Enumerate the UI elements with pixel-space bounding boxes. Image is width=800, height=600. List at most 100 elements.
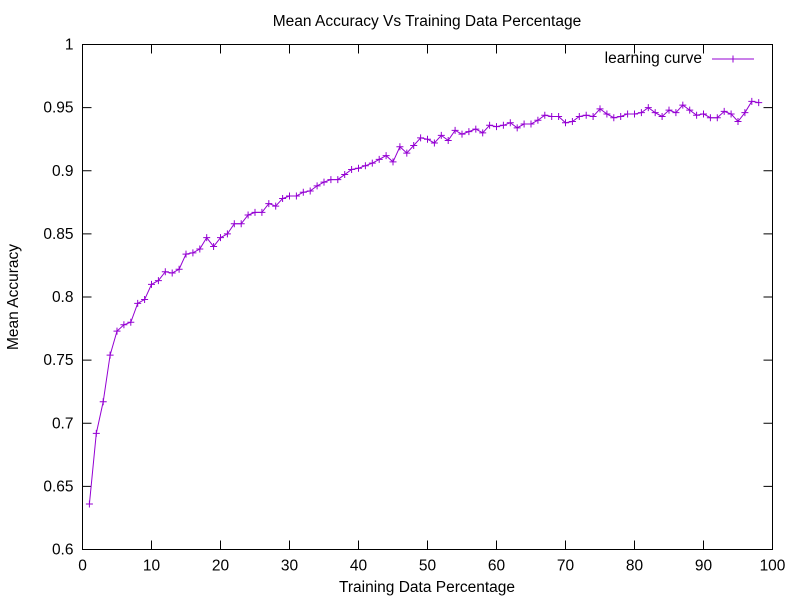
x-axis-label: Training Data Percentage [339,579,515,596]
chart-title: Mean Accuracy Vs Training Data Percentag… [273,13,581,30]
data-point-marker [286,192,293,200]
data-point-marker [493,123,500,131]
data-point-marker [292,192,300,200]
data-point-marker [92,429,100,437]
data-point-marker [644,104,652,112]
data-point-marker [603,110,611,118]
data-point-marker [161,268,169,276]
data-point-marker [375,155,383,163]
legend-marker-plus [729,55,737,63]
data-point-marker [168,269,176,277]
x-axis: 0 10 20 30 40 50 60 70 80 90 100 [78,44,786,575]
data-point-marker [720,107,728,115]
data-point-marker [589,112,597,120]
data-point-marker [437,131,445,139]
y-axis: 0.6 0.65 0.7 0.75 0.8 0.85 0.9 0.95 1 [43,37,773,559]
y-tick-label: 0.8 [52,289,74,306]
data-point-marker [506,119,514,127]
x-tick-label: 30 [281,558,299,575]
data-point-marker [499,121,507,129]
data-point-marker [182,250,190,258]
data-point-marker [734,118,742,126]
y-tick-label: 0.95 [43,100,73,117]
data-point-marker [341,171,349,179]
series-line [88,100,759,505]
data-point-marker [148,280,155,288]
data-point-marker [113,327,121,335]
data-point-marker [610,114,618,122]
y-tick-label: 0.6 [52,542,74,559]
data-point-marker [189,249,197,257]
x-tick-label: 80 [626,558,644,575]
data-point-marker [451,126,459,134]
series-learning-curve [85,97,763,508]
data-point-marker [141,296,149,304]
data-point-marker [748,97,756,105]
legend-marker [729,55,737,63]
data-point-marker [85,500,93,508]
data-point-marker [658,112,666,120]
data-point-marker [417,134,425,142]
data-point-marker [486,121,494,129]
data-point-marker [555,112,563,120]
x-tick-label: 10 [143,558,161,575]
data-point-marker [320,178,328,186]
data-point-marker [175,265,183,273]
y-tick-label: 0.9 [52,163,74,180]
data-point-marker [368,159,376,167]
x-tick-label: 40 [350,558,368,575]
data-point-marker [348,165,356,173]
data-point-marker [679,101,687,109]
x-tick-label: 20 [212,558,230,575]
data-point-marker [134,299,142,307]
data-point-marker [562,119,569,127]
x-tick-label: 70 [557,558,575,575]
data-point-marker [355,164,362,172]
data-point-marker [382,152,390,160]
legend-label: learning curve [605,50,702,67]
data-point-marker [334,176,342,184]
data-point-marker [403,149,411,157]
data-point-marker [424,135,431,143]
data-point-marker [527,120,535,128]
data-point-marker [299,188,307,196]
data-point-marker [631,110,638,118]
data-point-marker [258,208,266,216]
x-tick-label: 90 [695,558,713,575]
x-tick-label: 60 [488,558,506,575]
data-point-marker [665,106,673,114]
data-point-marker [520,120,528,128]
x-tick-label: 100 [760,558,786,575]
data-point-marker [196,245,204,253]
data-point-marker [755,99,763,107]
data-point-marker [465,128,473,136]
y-tick-label: 1 [65,37,74,54]
data-point-marker [582,111,590,119]
data-point-marker [99,398,107,406]
data-point-marker [534,116,542,124]
data-point-marker [389,158,397,166]
data-point-marker [230,220,238,228]
x-tick-label: 50 [419,558,437,575]
data-point-marker [541,111,549,119]
y-tick-label: 0.75 [43,352,73,369]
data-point-marker [272,202,280,210]
data-point-marker [693,111,701,119]
y-tick-label: 0.85 [43,226,73,243]
data-point-marker [686,106,694,114]
data-point-marker [327,176,335,184]
data-point-marker [458,130,466,138]
data-point-marker [651,109,659,117]
y-tick-label: 0.65 [43,478,73,495]
data-point-marker [713,114,721,122]
data-point-marker [575,112,583,120]
data-point-marker [210,243,218,250]
data-point-marker [361,162,369,170]
data-point-marker [706,114,714,122]
data-point-marker [637,109,645,117]
data-point-marker [741,109,749,117]
x-tick-label: 0 [78,558,87,575]
data-point-marker [444,136,452,144]
